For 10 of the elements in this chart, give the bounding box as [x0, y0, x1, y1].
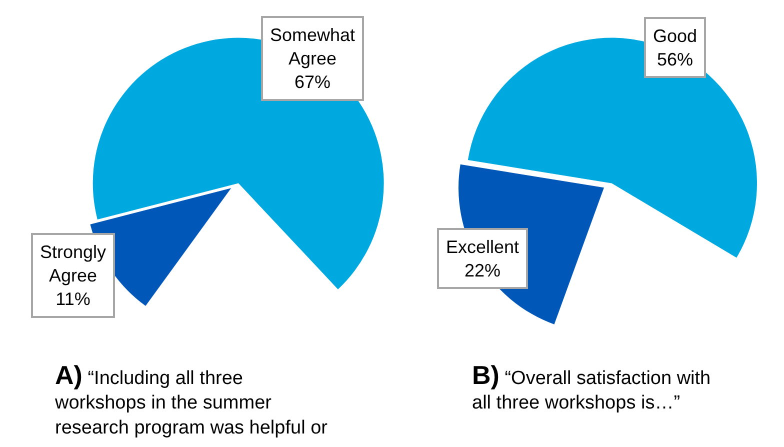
- slice-label: Excellent: [446, 237, 520, 257]
- data-label: 56%: [657, 49, 694, 70]
- text: A) “Including all three workshops in the summer research program was helpful or: [54, 360, 328, 438]
- data-label: 11%: [56, 288, 90, 309]
- slice-label: Strongly Agree: [40, 242, 106, 286]
- slice-label: Somewhat Agree: [270, 25, 356, 68]
- data-label: 67%: [294, 72, 331, 92]
- text: B) “Overall satisfaction with all three workshops is…”: [472, 360, 711, 414]
- data-label: 22%: [464, 260, 501, 280]
- slice-label: Good: [653, 26, 698, 46]
